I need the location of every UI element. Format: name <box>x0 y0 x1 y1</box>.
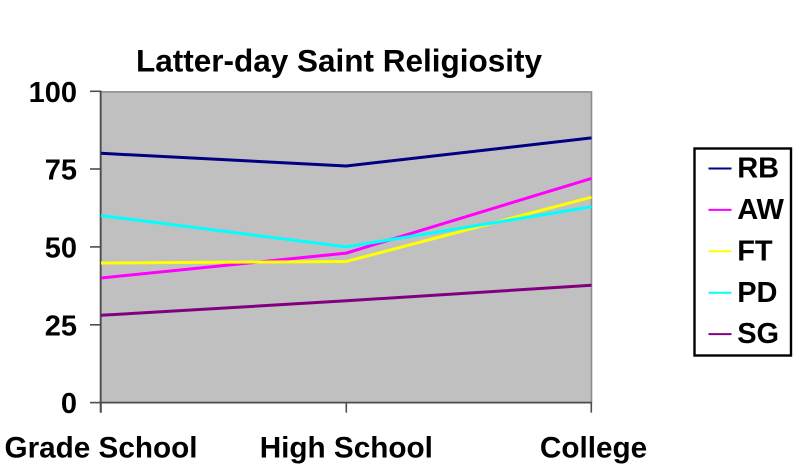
svg-text:0: 0 <box>61 388 77 420</box>
svg-text:College: College <box>540 432 647 465</box>
svg-text:Latter-day Saint Religiosity: Latter-day Saint Religiosity <box>136 43 543 79</box>
svg-text:FT: FT <box>737 236 773 268</box>
svg-text:50: 50 <box>45 233 77 265</box>
svg-text:75: 75 <box>45 155 77 187</box>
svg-text:PD: PD <box>737 277 777 309</box>
svg-text:Grade School: Grade School <box>4 432 197 465</box>
svg-text:SG: SG <box>737 318 779 350</box>
svg-text:25: 25 <box>45 310 77 342</box>
svg-text:High School: High School <box>260 432 433 465</box>
svg-text:RB: RB <box>737 153 779 185</box>
svg-text:AW: AW <box>737 194 784 226</box>
svg-text:100: 100 <box>29 77 77 109</box>
